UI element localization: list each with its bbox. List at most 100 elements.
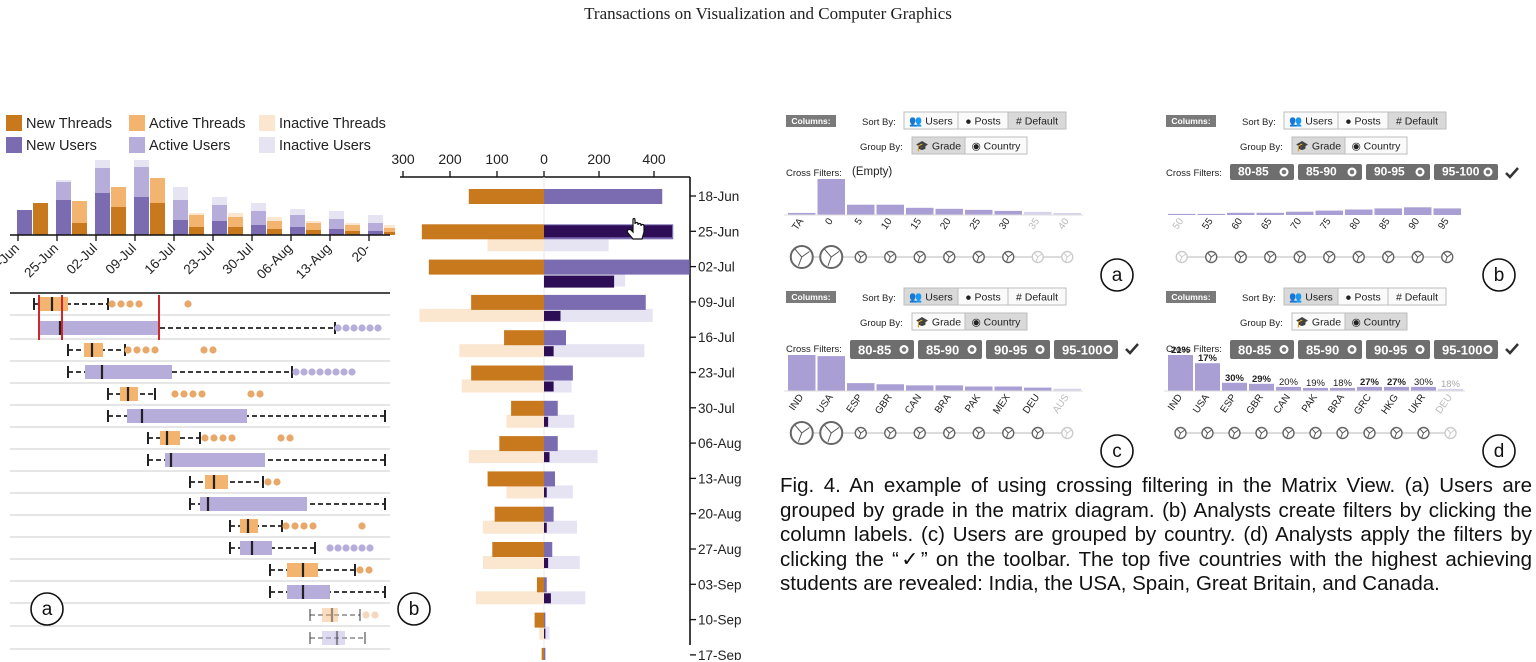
outlier-dot: [358, 522, 366, 530]
remove-filter-icon-inner: [1417, 169, 1423, 175]
column-label[interactable]: 40: [1056, 216, 1072, 232]
legend-inactive-users: Inactive Users: [279, 138, 371, 154]
sort-option-label: 👥 Users: [909, 292, 952, 304]
filter-chip[interactable]: [1298, 164, 1362, 180]
column-label[interactable]: ESP: [1218, 392, 1239, 415]
group-country-button[interactable]: [1344, 136, 1408, 155]
filter-chip-label: 90-95: [1374, 165, 1405, 179]
sort-by-label: Sort By:: [1242, 117, 1276, 128]
apply-check-icon[interactable]: [1505, 343, 1519, 355]
sort-default-button[interactable]: [1387, 287, 1447, 306]
hist-new-threads: [72, 223, 87, 235]
node-glyph: [1063, 428, 1072, 438]
column-label[interactable]: 80: [1348, 216, 1364, 232]
filter-chip-label: 80-85: [1238, 165, 1269, 179]
column-label[interactable]: 55: [1200, 216, 1216, 232]
column-label[interactable]: GBR: [873, 392, 894, 416]
column-label[interactable]: CAN: [1272, 392, 1293, 416]
filter-chip[interactable]: [1366, 164, 1430, 180]
bar-new-threads: [504, 330, 544, 346]
group-country-button[interactable]: [964, 136, 1028, 155]
column-label[interactable]: GBR: [1245, 392, 1266, 416]
column-label[interactable]: 0: [824, 216, 836, 227]
column-label[interactable]: UKR: [1407, 392, 1428, 416]
column-label[interactable]: BRA: [1326, 392, 1347, 415]
apply-check-icon[interactable]: [1505, 167, 1519, 179]
node-glyph: [794, 424, 810, 442]
column-label[interactable]: MEX: [991, 392, 1013, 416]
panel-label-circle: [1482, 258, 1516, 292]
filter-chip[interactable]: [1054, 340, 1118, 359]
filter-chip-label: 90-95: [1374, 343, 1407, 358]
column-label[interactable]: 10: [879, 216, 895, 232]
matrix-column-bar: [1197, 213, 1225, 215]
column-label[interactable]: IND: [1166, 392, 1185, 412]
node-glyph: [824, 424, 840, 442]
group-country-button[interactable]: [1344, 312, 1408, 331]
bar-new-threads: [511, 400, 544, 416]
sort-default-button[interactable]: [1387, 111, 1447, 130]
outlier-dot: [358, 544, 366, 552]
column-label[interactable]: PAK: [1300, 392, 1320, 414]
filter-chip-label: 80-85: [1238, 343, 1271, 358]
column-label[interactable]: 95: [1436, 216, 1452, 232]
filter-chip[interactable]: [1434, 164, 1498, 180]
bar-inactive-users: [544, 308, 653, 322]
box: [287, 585, 330, 599]
sort-default-button[interactable]: [1007, 111, 1067, 130]
column-label[interactable]: 70: [1289, 216, 1305, 232]
column-label[interactable]: 30: [997, 216, 1013, 232]
hist-new-users: [134, 197, 149, 235]
bar-selected-users: [544, 346, 554, 357]
column-label[interactable]: TA: [790, 216, 806, 232]
column-label[interactable]: 15: [909, 216, 925, 232]
column-label[interactable]: ESP: [845, 392, 866, 415]
column-label[interactable]: GRC: [1352, 392, 1374, 417]
column-label[interactable]: DEU: [1021, 392, 1042, 416]
column-label[interactable]: BRA: [933, 392, 954, 415]
column-label[interactable]: 5: [853, 216, 865, 227]
filter-chip[interactable]: [1298, 340, 1362, 359]
column-label[interactable]: 35: [1027, 216, 1043, 232]
filter-chip-label: 95-100: [1062, 343, 1102, 358]
matrix-column-bar: [1404, 207, 1432, 215]
column-label[interactable]: 60: [1230, 216, 1246, 232]
column-label[interactable]: CAN: [903, 392, 924, 416]
matrix-column-bar: [847, 204, 875, 215]
remove-filter-icon-inner: [1349, 347, 1355, 352]
sort-default-button[interactable]: [1007, 287, 1067, 306]
filter-chip[interactable]: [986, 340, 1050, 359]
column-label[interactable]: 65: [1259, 216, 1275, 232]
node-glyph: [1257, 428, 1266, 438]
outlier-dot: [350, 544, 358, 552]
apply-check-icon[interactable]: [1125, 343, 1139, 355]
column-label[interactable]: 50: [1171, 216, 1187, 232]
column-label[interactable]: 90: [1407, 216, 1423, 232]
filter-chip[interactable]: [1434, 340, 1498, 359]
filter-chip[interactable]: [1230, 340, 1294, 359]
bar-new-users: [544, 612, 546, 628]
column-label[interactable]: IND: [787, 392, 806, 412]
column-label[interactable]: HKG: [1380, 392, 1402, 416]
group-option-label: 🎓 Grade: [916, 141, 961, 153]
column-label[interactable]: PAK: [963, 392, 983, 414]
filter-chip[interactable]: [850, 340, 914, 359]
column-label[interactable]: USA: [815, 392, 836, 415]
column-label[interactable]: 75: [1318, 216, 1334, 232]
filter-chip[interactable]: [1230, 164, 1294, 180]
filter-chip[interactable]: [918, 340, 982, 359]
node-glyph: [857, 252, 865, 262]
sort-option-label: ● Posts: [1345, 116, 1381, 128]
column-label[interactable]: AUS: [1051, 392, 1072, 415]
column-label[interactable]: DEU: [1434, 392, 1455, 416]
column-label[interactable]: USA: [1191, 392, 1212, 415]
column-label[interactable]: 25: [968, 216, 984, 232]
column-label[interactable]: 85: [1377, 216, 1393, 232]
filter-chip[interactable]: [1366, 340, 1430, 359]
week-label: 10-Sep: [698, 613, 742, 628]
sort-option-label: 👥 Users: [909, 116, 952, 128]
bar-new-threads: [471, 365, 544, 381]
group-country-button[interactable]: [964, 312, 1028, 331]
column-label[interactable]: 20: [938, 216, 954, 232]
filter-chip-label: 85-90: [1306, 343, 1339, 358]
